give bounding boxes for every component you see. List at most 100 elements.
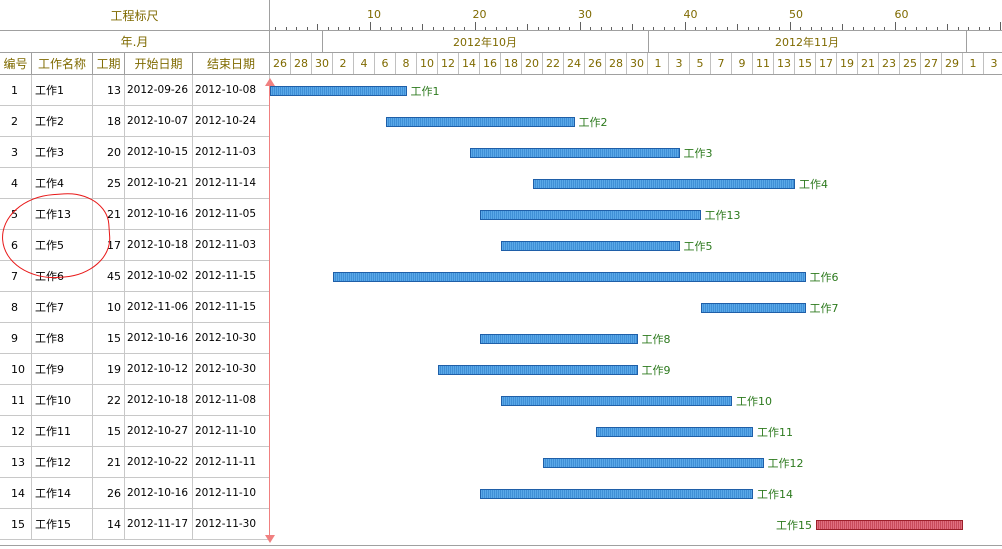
task-duration[interactable]: 21 bbox=[93, 199, 125, 230]
gantt-bar[interactable] bbox=[532, 179, 795, 189]
task-end-date[interactable]: 2012-11-30 bbox=[193, 509, 270, 540]
gantt-bar[interactable] bbox=[480, 210, 701, 220]
table-row[interactable]: 11 工作10 22 2012-10-18 2012-11-08 bbox=[0, 385, 270, 416]
gantt-bar[interactable] bbox=[595, 427, 753, 437]
task-end-date[interactable]: 2012-11-10 bbox=[193, 478, 270, 509]
table-row[interactable]: 1 工作1 13 2012-09-26 2012-10-08 bbox=[0, 75, 270, 106]
task-start-date[interactable]: 2012-10-27 bbox=[125, 416, 193, 447]
task-end-date[interactable]: 2012-11-03 bbox=[193, 137, 270, 168]
gantt-bar[interactable] bbox=[700, 303, 806, 313]
task-start-date[interactable]: 2012-10-12 bbox=[125, 354, 193, 385]
task-name[interactable]: 工作14 bbox=[32, 478, 93, 509]
table-row[interactable]: 8 工作7 10 2012-11-06 2012-11-15 bbox=[0, 292, 270, 323]
task-end-date[interactable]: 2012-10-24 bbox=[193, 106, 270, 137]
gantt-bar[interactable] bbox=[438, 365, 638, 375]
task-start-date[interactable]: 2012-10-16 bbox=[125, 199, 193, 230]
task-end-date[interactable]: 2012-11-15 bbox=[193, 261, 270, 292]
task-start-date[interactable]: 2012-10-02 bbox=[125, 261, 193, 292]
task-duration[interactable]: 15 bbox=[93, 323, 125, 354]
task-index[interactable]: 9 bbox=[0, 323, 32, 354]
task-index[interactable]: 1 bbox=[0, 75, 32, 106]
task-index[interactable]: 11 bbox=[0, 385, 32, 416]
task-name[interactable]: 工作11 bbox=[32, 416, 93, 447]
task-start-date[interactable]: 2012-10-16 bbox=[125, 478, 193, 509]
task-end-date[interactable]: 2012-11-14 bbox=[193, 168, 270, 199]
col-header-idx[interactable]: 编号 bbox=[0, 53, 32, 75]
task-index[interactable]: 7 bbox=[0, 261, 32, 292]
task-name[interactable]: 工作2 bbox=[32, 106, 93, 137]
task-duration[interactable]: 22 bbox=[93, 385, 125, 416]
gantt-bar[interactable] bbox=[480, 489, 753, 499]
task-start-date[interactable]: 2012-09-26 bbox=[125, 75, 193, 106]
task-start-date[interactable]: 2012-10-07 bbox=[125, 106, 193, 137]
task-index[interactable]: 4 bbox=[0, 168, 32, 199]
task-start-date[interactable]: 2012-10-18 bbox=[125, 385, 193, 416]
table-row[interactable]: 3 工作3 20 2012-10-15 2012-11-03 bbox=[0, 137, 270, 168]
col-header-start[interactable]: 开始日期 bbox=[125, 53, 193, 75]
task-end-date[interactable]: 2012-10-08 bbox=[193, 75, 270, 106]
task-duration[interactable]: 19 bbox=[93, 354, 125, 385]
gantt-bar[interactable] bbox=[816, 520, 963, 530]
gantt-bar[interactable] bbox=[469, 148, 680, 158]
col-header-name[interactable]: 工作名称 bbox=[32, 53, 93, 75]
task-name[interactable]: 工作10 bbox=[32, 385, 93, 416]
task-duration[interactable]: 25 bbox=[93, 168, 125, 199]
gantt-bar[interactable] bbox=[270, 86, 407, 96]
task-end-date[interactable]: 2012-11-05 bbox=[193, 199, 270, 230]
task-name[interactable]: 工作9 bbox=[32, 354, 93, 385]
table-row[interactable]: 15 工作15 14 2012-11-17 2012-11-30 bbox=[0, 509, 270, 540]
task-name[interactable]: 工作12 bbox=[32, 447, 93, 478]
table-row[interactable]: 6 工作5 17 2012-10-18 2012-11-03 bbox=[0, 230, 270, 261]
task-duration[interactable]: 26 bbox=[93, 478, 125, 509]
start-marker-top-arrow[interactable] bbox=[265, 78, 275, 86]
task-name[interactable]: 工作1 bbox=[32, 75, 93, 106]
task-duration[interactable]: 13 bbox=[93, 75, 125, 106]
task-name[interactable]: 工作6 bbox=[32, 261, 93, 292]
task-duration[interactable]: 18 bbox=[93, 106, 125, 137]
task-index[interactable]: 3 bbox=[0, 137, 32, 168]
task-end-date[interactable]: 2012-11-11 bbox=[193, 447, 270, 478]
task-start-date[interactable]: 2012-10-22 bbox=[125, 447, 193, 478]
task-index[interactable]: 14 bbox=[0, 478, 32, 509]
gantt-bar[interactable] bbox=[333, 272, 806, 282]
task-end-date[interactable]: 2012-11-03 bbox=[193, 230, 270, 261]
table-row[interactable]: 10 工作9 19 2012-10-12 2012-10-30 bbox=[0, 354, 270, 385]
task-duration[interactable]: 17 bbox=[93, 230, 125, 261]
task-start-date[interactable]: 2012-10-18 bbox=[125, 230, 193, 261]
task-name[interactable]: 工作8 bbox=[32, 323, 93, 354]
task-end-date[interactable]: 2012-11-10 bbox=[193, 416, 270, 447]
task-index[interactable]: 2 bbox=[0, 106, 32, 137]
task-name[interactable]: 工作3 bbox=[32, 137, 93, 168]
col-header-end[interactable]: 结束日期 bbox=[193, 53, 270, 75]
task-duration[interactable]: 10 bbox=[93, 292, 125, 323]
task-name[interactable]: 工作15 bbox=[32, 509, 93, 540]
task-name[interactable]: 工作5 bbox=[32, 230, 93, 261]
table-row[interactable]: 14 工作14 26 2012-10-16 2012-11-10 bbox=[0, 478, 270, 509]
start-marker-line[interactable] bbox=[269, 80, 270, 540]
task-start-date[interactable]: 2012-10-21 bbox=[125, 168, 193, 199]
col-header-duration[interactable]: 工期 bbox=[93, 53, 125, 75]
task-index[interactable]: 15 bbox=[0, 509, 32, 540]
table-row[interactable]: 12 工作11 15 2012-10-27 2012-11-10 bbox=[0, 416, 270, 447]
task-end-date[interactable]: 2012-10-30 bbox=[193, 354, 270, 385]
gantt-bar[interactable] bbox=[501, 396, 732, 406]
task-duration[interactable]: 21 bbox=[93, 447, 125, 478]
task-end-date[interactable]: 2012-11-08 bbox=[193, 385, 270, 416]
table-row[interactable]: 4 工作4 25 2012-10-21 2012-11-14 bbox=[0, 168, 270, 199]
task-start-date[interactable]: 2012-10-15 bbox=[125, 137, 193, 168]
gantt-bar[interactable] bbox=[385, 117, 575, 127]
gantt-bar[interactable] bbox=[501, 241, 680, 251]
task-name[interactable]: 工作13 bbox=[32, 199, 93, 230]
table-row[interactable]: 9 工作8 15 2012-10-16 2012-10-30 bbox=[0, 323, 270, 354]
task-index[interactable]: 5 bbox=[0, 199, 32, 230]
task-end-date[interactable]: 2012-10-30 bbox=[193, 323, 270, 354]
task-end-date[interactable]: 2012-11-15 bbox=[193, 292, 270, 323]
task-name[interactable]: 工作4 bbox=[32, 168, 93, 199]
task-index[interactable]: 12 bbox=[0, 416, 32, 447]
task-duration[interactable]: 45 bbox=[93, 261, 125, 292]
task-start-date[interactable]: 2012-11-17 bbox=[125, 509, 193, 540]
task-duration[interactable]: 15 bbox=[93, 416, 125, 447]
task-index[interactable]: 13 bbox=[0, 447, 32, 478]
gantt-bar[interactable] bbox=[480, 334, 638, 344]
task-name[interactable]: 工作7 bbox=[32, 292, 93, 323]
